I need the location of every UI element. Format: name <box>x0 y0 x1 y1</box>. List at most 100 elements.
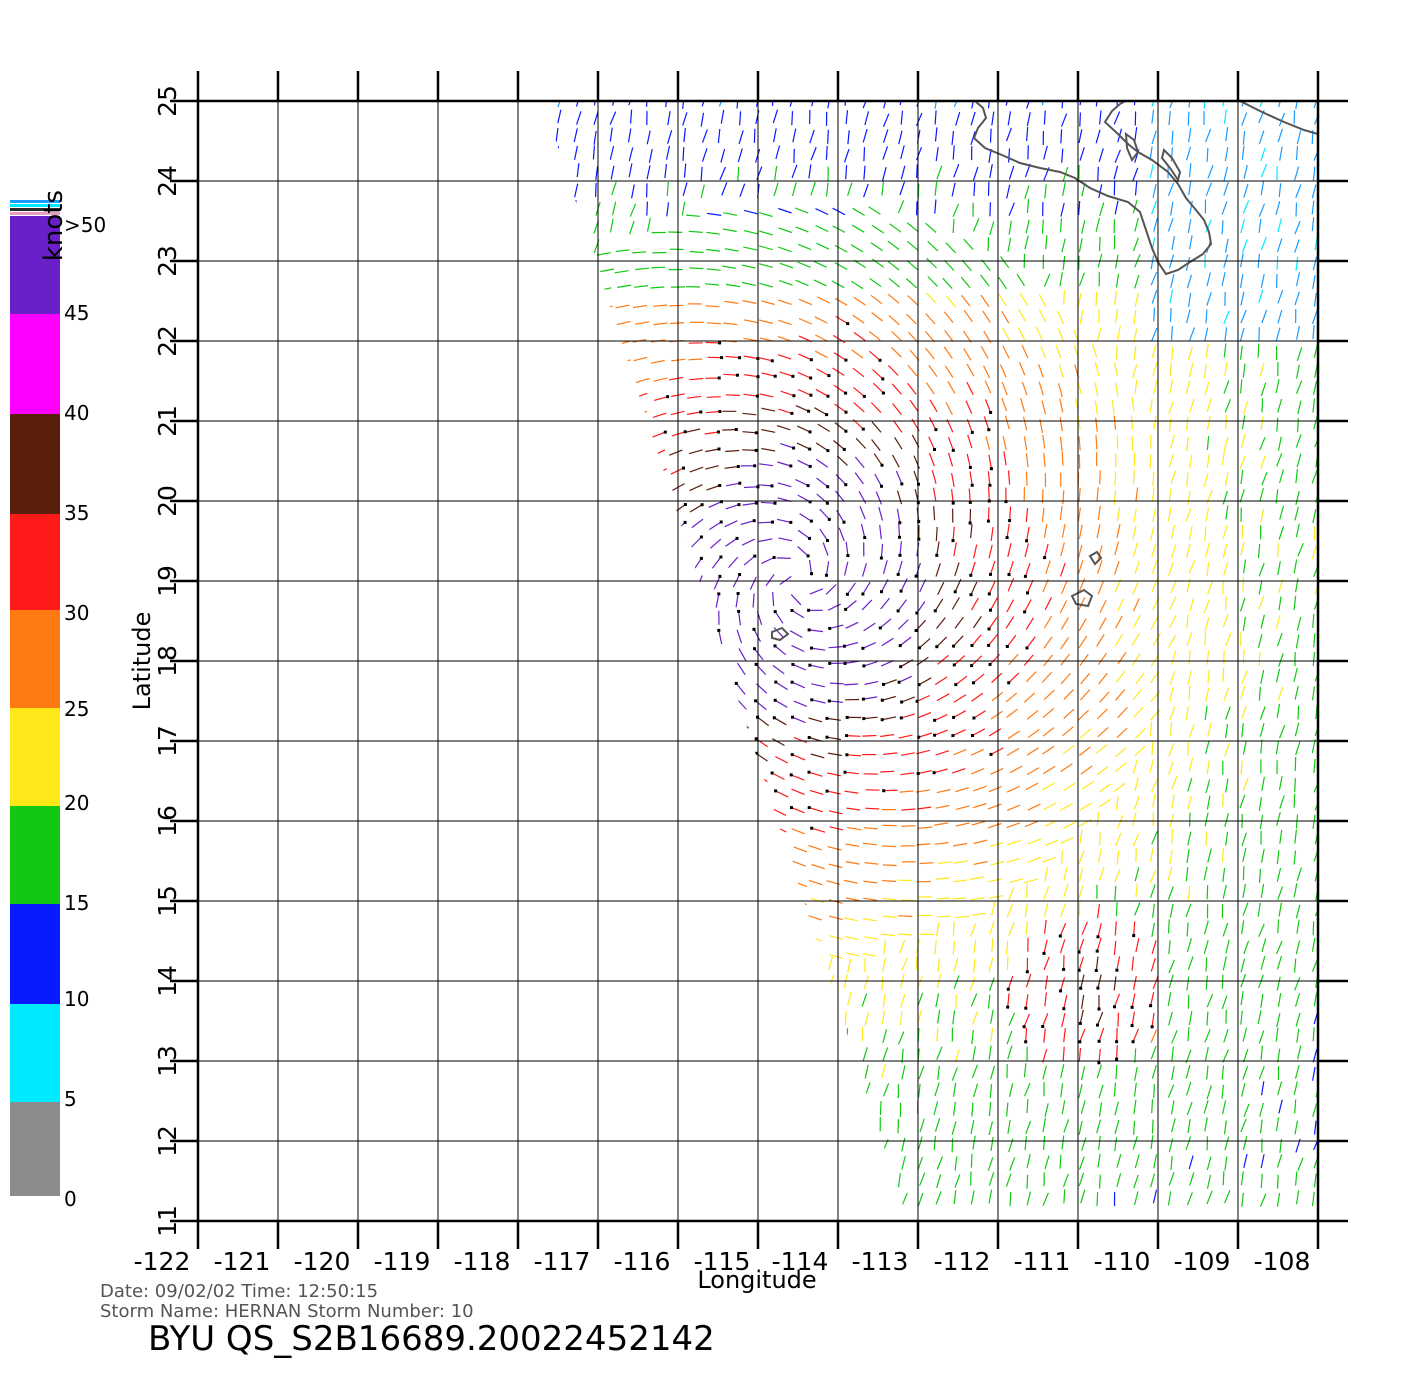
wind-vector <box>829 624 844 629</box>
wind-vector <box>528 303 541 308</box>
wind-vector <box>755 773 768 783</box>
wind-vector <box>645 609 649 624</box>
wind-vector <box>936 1027 939 1042</box>
wind-vector <box>918 677 932 686</box>
wind-vector <box>1297 1045 1302 1060</box>
wind-vector <box>797 529 810 539</box>
wind-vector <box>1277 289 1284 304</box>
wind-vector <box>628 807 637 821</box>
wind-vector <box>973 182 976 197</box>
wind-vector <box>1151 779 1158 793</box>
wind-vector <box>943 346 953 359</box>
wind-vector <box>630 991 635 1006</box>
wind-vector <box>1059 505 1063 520</box>
wind-vector <box>539 1085 542 1099</box>
wind-vector <box>954 1156 958 1171</box>
wind-vector <box>1132 811 1137 826</box>
wind-vector <box>666 1173 673 1187</box>
colorbar-tick-label: 20 <box>64 791 89 815</box>
wind-vector <box>991 672 1003 683</box>
rain-flag-dot <box>720 500 723 504</box>
wind-vector <box>700 807 712 819</box>
wind-vector <box>1117 706 1128 719</box>
wind-vector <box>648 1189 651 1204</box>
wind-vector <box>666 957 670 972</box>
wind-vector <box>774 1028 781 1042</box>
wind-vector <box>829 826 844 831</box>
lon-tick-label: -117 <box>534 1247 591 1276</box>
wind-vector <box>882 129 889 143</box>
wind-vector <box>1132 470 1135 485</box>
wind-vector <box>1116 1154 1122 1168</box>
wind-vector <box>778 207 792 214</box>
clarion-island <box>771 626 790 642</box>
wind-vector <box>1188 723 1195 738</box>
wind-vector <box>602 503 614 515</box>
wind-vector <box>931 469 937 484</box>
rain-flag-dot <box>933 448 936 451</box>
wind-vector <box>1296 919 1300 934</box>
rain-flag-dot <box>1079 986 1083 990</box>
wind-vector <box>735 593 739 608</box>
wind-vector <box>1205 182 1212 197</box>
wind-vector <box>1185 380 1190 395</box>
wind-vector <box>925 347 935 360</box>
wind-vector <box>1008 220 1012 235</box>
wind-vector <box>1098 1048 1101 1063</box>
wind-vector <box>1276 811 1281 826</box>
wind-vector <box>1134 902 1141 916</box>
rain-flag-dot <box>988 663 992 666</box>
wind-vector <box>1278 1099 1283 1114</box>
wind-vector <box>543 113 546 128</box>
wind-vector <box>735 1011 738 1026</box>
wind-vector <box>1275 379 1280 394</box>
wind-vector <box>809 664 824 669</box>
wind-vector <box>1150 1045 1157 1060</box>
wind-vector <box>1007 1119 1011 1134</box>
wind-vector <box>864 111 870 126</box>
wind-vector <box>845 165 848 180</box>
wind-vector <box>557 1119 561 1134</box>
wind-vector <box>725 449 740 453</box>
wind-vector <box>607 558 615 572</box>
wind-vector <box>1169 813 1175 828</box>
wind-vector <box>1078 956 1084 971</box>
wind-vector <box>1099 110 1102 125</box>
wind-vector <box>1024 1082 1031 1097</box>
wind-vector <box>1295 1190 1300 1205</box>
wind-vector <box>754 648 764 661</box>
wind-vector <box>797 243 812 251</box>
wind-vector <box>1025 994 1029 1009</box>
rain-flag-dot <box>792 394 796 398</box>
rain-flag-dot <box>825 501 829 505</box>
wind-vector <box>609 1191 614 1206</box>
rain-flag-dot <box>1132 934 1136 938</box>
wind-vector <box>629 719 636 734</box>
wind-vector <box>832 225 846 233</box>
wind-vector <box>864 862 879 865</box>
wind-vector <box>561 305 576 311</box>
wind-vector <box>880 770 895 773</box>
wind-vector <box>1241 920 1245 935</box>
wind-vector <box>990 747 1004 755</box>
wind-vector <box>1276 453 1283 467</box>
rain-flag-dot <box>699 535 703 539</box>
wind-vector <box>1294 506 1299 521</box>
wind-vector <box>1061 850 1063 865</box>
rain-flag-dot <box>881 391 885 395</box>
wind-vector <box>616 447 629 457</box>
wind-vector <box>864 957 866 972</box>
wind-vector <box>896 508 901 523</box>
wind-vector <box>627 755 635 769</box>
wind-vector <box>1221 974 1224 989</box>
coastline <box>771 101 1318 642</box>
wind-vector <box>865 789 880 791</box>
wind-vector <box>999 364 1007 378</box>
wind-vector <box>1242 847 1247 862</box>
wind-vector <box>813 260 827 268</box>
wind-vector <box>900 145 905 160</box>
lat-tick-label: 15 <box>153 885 182 917</box>
rain-flag-dot <box>662 502 666 506</box>
wind-vector <box>1203 920 1209 935</box>
wind-vector <box>580 447 593 458</box>
